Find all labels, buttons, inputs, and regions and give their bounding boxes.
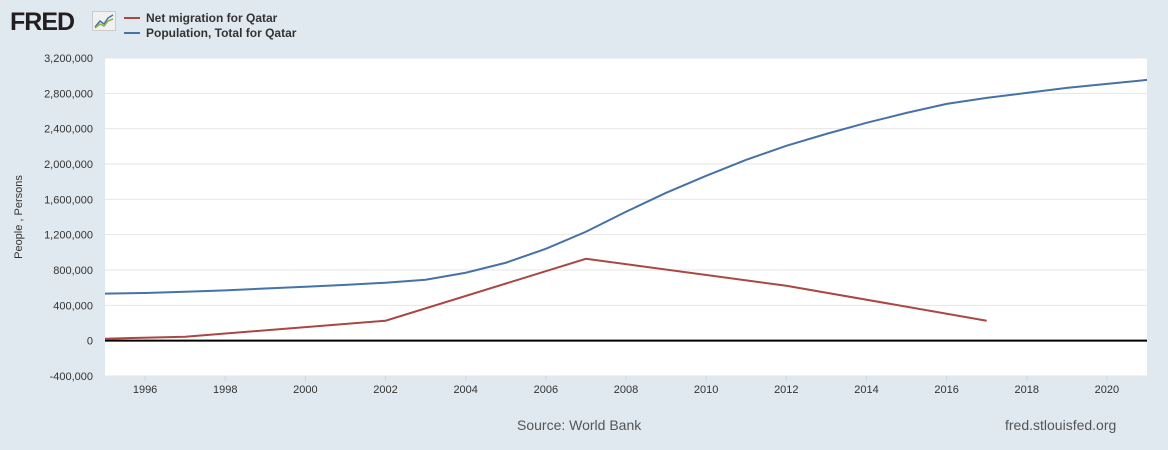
net-migration-line bbox=[104, 257, 987, 340]
legend-item-population[interactable]: Population, Total for Qatar bbox=[124, 26, 296, 40]
x-tick-label: 2020 bbox=[1095, 384, 1119, 396]
x-tick-label: 2000 bbox=[293, 384, 317, 396]
y-tick-label: 0 bbox=[87, 336, 93, 348]
legend-label: Net migration for Qatar bbox=[146, 11, 278, 25]
source-text: Source: World Bank bbox=[517, 417, 642, 433]
y-tick-label: 1,200,000 bbox=[44, 230, 93, 242]
y-tick-label: 2,400,000 bbox=[44, 124, 93, 136]
y-tick-label: 800,000 bbox=[53, 265, 93, 277]
x-tick-label: 2006 bbox=[534, 384, 558, 396]
y-tick-label: -400,000 bbox=[50, 371, 93, 383]
y-tick-label: 2,000,000 bbox=[44, 159, 93, 171]
x-tick-label: 2002 bbox=[373, 384, 397, 396]
y-tick-label: 2,800,000 bbox=[44, 88, 93, 100]
legend-swatch bbox=[124, 32, 140, 34]
plot-area bbox=[105, 58, 1147, 376]
y-axis-label: People , Persons bbox=[13, 175, 25, 259]
legend-swatch bbox=[124, 17, 140, 19]
population-line bbox=[104, 78, 1148, 295]
y-tick-label: 1,600,000 bbox=[44, 194, 93, 206]
line-chart: -400,000 0 400,000 800,000 1,200,000 1,600,00… bbox=[13, 53, 1148, 396]
y-tick-label: 3,200,000 bbox=[44, 53, 93, 65]
y-tick-label: 400,000 bbox=[53, 300, 93, 312]
x-tick-label: 1996 bbox=[133, 384, 157, 396]
x-tick-label: 2008 bbox=[614, 384, 638, 396]
legend-item-net-migration[interactable]: Net migration for Qatar bbox=[124, 11, 277, 25]
x-tick-label: 2010 bbox=[694, 384, 718, 396]
fred-logo[interactable]: FRED bbox=[10, 8, 75, 36]
x-tick-label: 2016 bbox=[934, 384, 958, 396]
x-tick-label: 2004 bbox=[453, 384, 477, 396]
x-tick-label: 2018 bbox=[1015, 384, 1039, 396]
x-tick-label: 2014 bbox=[854, 384, 878, 396]
x-tick-label: 1998 bbox=[213, 384, 237, 396]
legend-label: Population, Total for Qatar bbox=[146, 26, 297, 40]
chart-logo-icon bbox=[92, 11, 116, 31]
site-link[interactable]: fred.stlouisfed.org bbox=[1005, 417, 1117, 433]
x-tick-label: 2012 bbox=[774, 384, 798, 396]
